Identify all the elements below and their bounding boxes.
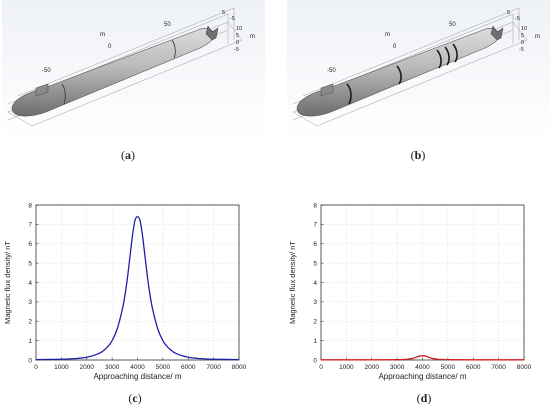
axis-tick-b-r3: 5 <box>521 33 524 39</box>
hull-ring-b-2 <box>396 65 402 85</box>
axis-unit-b-right: m <box>535 34 540 40</box>
submarine-render-a: m -50 0 50 5 -5 10 5 0 -5 m <box>7 7 255 127</box>
chart-c-ytick-label-3: 3 <box>28 299 32 306</box>
chart-d: 0 1000 2000 3000 4000 5000 6000 7000 8000 0 1 2 3 4 5 6… <box>288 202 532 381</box>
caption-d: (d) <box>416 391 432 405</box>
chart-c-series <box>35 215 240 361</box>
caption-a-letter: a <box>125 148 131 162</box>
chart-c-ytick-label-1: 1 <box>28 338 32 345</box>
chart-c-ytick-label-5: 5 <box>28 260 32 267</box>
chart-d-ytick-label-7: 7 <box>313 222 317 229</box>
chart-d-xtick-label-0: 0 <box>319 364 323 371</box>
chart-d-ytick-label-3: 3 <box>313 299 317 306</box>
hull-ring-b-3 <box>436 49 442 69</box>
chart-d-ytick-label-2: 2 <box>313 319 317 326</box>
caption-b: (b) <box>410 148 426 162</box>
chart-d-ytick-label-0: 0 <box>313 357 317 364</box>
chart-d-xtick-label-6: 6000 <box>466 364 481 371</box>
axis-tick-b-0: -50 <box>327 68 336 74</box>
axis-unit-a-left: m <box>100 32 105 38</box>
panel-b: m -50 0 50 5 -5 10 5 0 -5 m <box>287 0 550 140</box>
axis-tick-b-1: 0 <box>393 44 397 50</box>
submarine-render-b: m -50 0 50 5 -5 10 5 0 -5 m <box>292 7 540 127</box>
chart-d-grid <box>320 204 525 361</box>
sail-a <box>35 83 49 97</box>
stern-fins-b <box>490 25 504 41</box>
chart-c-xtick-label-2: 2000 <box>80 364 95 371</box>
hull-rings-b <box>346 43 458 105</box>
chart-c-xtick-label-8: 8000 <box>232 364 247 371</box>
axis-tick-a-1: 0 <box>108 44 112 50</box>
axis-tick-a-r2: 10 <box>236 26 242 32</box>
chart-c-xtick-label-6: 6000 <box>181 364 196 371</box>
chart-c-series-line-0 <box>35 215 240 361</box>
chart-c-ytick-label-0: 0 <box>28 357 32 364</box>
chart-c-xtick-label-3: 3000 <box>105 364 120 371</box>
axis-tick-b-r1: -5 <box>515 16 520 22</box>
chart-c-xtick-label-7: 7000 <box>206 364 221 371</box>
axis-unit-a-right: m <box>250 34 255 40</box>
axis-tick-a-r5: -5 <box>234 47 239 53</box>
chart-c-grid <box>35 204 240 361</box>
chart-d-xtick-label-4: 4000 <box>415 364 430 371</box>
caption-d-letter: d <box>420 391 428 405</box>
chart-d-ytick-label-5: 5 <box>313 260 317 267</box>
chart-c-ylabel: Magnetic flux density/ nT <box>3 241 12 324</box>
chart-d-xtick-label-1: 1000 <box>339 364 354 371</box>
chart-c-xtick-label-4: 4000 <box>130 364 145 371</box>
hull-ring-b-4 <box>444 46 450 66</box>
caption-a: (a) <box>121 148 135 162</box>
chart-d-ytick-label-8: 8 <box>313 202 317 209</box>
chart-d-xtick-label-3: 3000 <box>390 364 405 371</box>
chart-c-ytick-label-7: 7 <box>28 222 32 229</box>
chart-d-xlabel: Approaching distance/ m <box>378 372 466 381</box>
chart-c-ytick-label-6: 6 <box>28 241 32 248</box>
chart-c-xlabel: Approaching distance/ m <box>93 372 181 381</box>
axis-tick-a-r4: 0 <box>236 40 239 46</box>
chart-c-ytick-label-2: 2 <box>28 319 32 326</box>
hull-ring-b-1 <box>346 83 352 105</box>
chart-c-ticks: 0 1000 2000 3000 4000 5000 6000 7000 8000 0 1 2 3 4 5 6… <box>28 202 246 371</box>
panel-a: m -50 0 50 5 -5 10 5 0 -5 m <box>2 0 265 140</box>
stern-fins-a <box>205 25 219 41</box>
chart-c-ytick-label-8: 8 <box>28 202 32 209</box>
chart-d-ylabel: Magnetic flux density/ nT <box>288 241 297 324</box>
axis-unit-b-left: m <box>385 32 390 38</box>
chart-d-xtick-label-5: 5000 <box>441 364 456 371</box>
axis-tick-a-0: -50 <box>42 68 51 74</box>
axis-tick-a-r0: 5 <box>222 10 225 16</box>
chart-d-xtick-label-2: 2000 <box>365 364 380 371</box>
chart-d-series <box>320 355 525 361</box>
axis-tick-a-2: 50 <box>164 22 171 28</box>
caption-c-letter: c <box>132 391 138 405</box>
hull-ring-a-2 <box>171 39 176 59</box>
axis-tick-b-r4: 0 <box>521 40 524 46</box>
chart-d-xtick-label-8: 8000 <box>517 364 532 371</box>
axis-tick-a-r1: -5 <box>230 16 235 22</box>
chart-c-xtick-label-0: 0 <box>34 364 38 371</box>
hull-ring-a-1 <box>61 83 66 105</box>
axis-tick-b-2: 50 <box>449 22 456 28</box>
chart-c-ytick-label-4: 4 <box>28 280 32 287</box>
axis-tick-a-r3: 5 <box>236 33 239 39</box>
chart-c-xtick-label-1: 1000 <box>54 364 69 371</box>
chart-d-ytick-label-1: 1 <box>313 338 317 345</box>
chart-d-ticks: 0 1000 2000 3000 4000 5000 6000 7000 8000 0 1 2 3 4 5 6… <box>313 202 531 371</box>
caption-b-letter: b <box>414 148 422 162</box>
chart-d-xtick-label-7: 7000 <box>491 364 506 371</box>
axis-tick-b-r2: 10 <box>521 26 527 32</box>
chart-d-series-line-0 <box>320 355 525 361</box>
sail-b <box>320 83 334 97</box>
chart-d-ytick-label-4: 4 <box>313 280 317 287</box>
caption-c: (c) <box>128 391 142 405</box>
chart-c: 0 1000 2000 3000 4000 5000 6000 7000 8000 0 1 2 3 4 5 6… <box>3 202 247 381</box>
chart-d-ytick-label-6: 6 <box>313 241 317 248</box>
axis-tick-b-r0: 5 <box>507 10 510 16</box>
hull-ring-b-5 <box>452 43 458 63</box>
chart-c-xtick-label-5: 5000 <box>156 364 171 371</box>
axis-tick-b-r5: -5 <box>519 47 524 53</box>
